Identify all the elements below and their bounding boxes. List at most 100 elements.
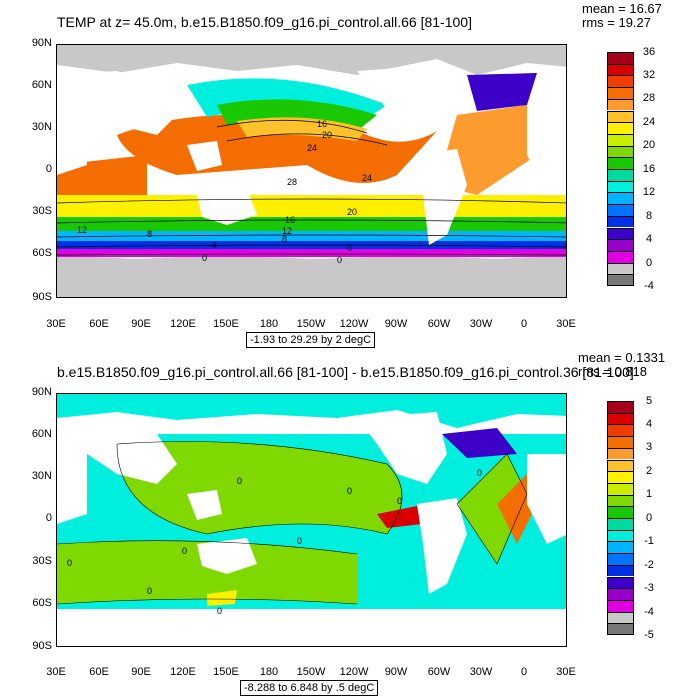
panel-2-lon-tick: 60E (89, 666, 109, 678)
panel-1-contour-label: 0 (337, 255, 342, 265)
panel-2-contour-label: 0 (182, 546, 187, 556)
colorbar-swatch (607, 459, 634, 472)
panel-2-contour-label: 0 (297, 536, 302, 546)
colorbar-swatch (607, 541, 634, 554)
panel-2-small-warm (207, 590, 237, 606)
colorbar-swatch (607, 576, 634, 589)
colorbar-swatch (607, 262, 634, 275)
panel-1-lat-tick: 90N (31, 37, 52, 49)
panel-2-pacific-positive (117, 441, 402, 534)
panel-2-africa (527, 454, 566, 544)
panel-2-lon-tick: 90W (384, 666, 408, 678)
panel-2-colorbar-label: 3 (645, 441, 653, 453)
panel-2-lon-tick: 30E (556, 666, 576, 678)
panel-1-mean: mean = 16.67 (582, 1, 662, 16)
panel-1-colorbar-label: 0 (645, 257, 653, 269)
colorbar-swatch (607, 623, 634, 635)
panel-2-map-svg: 0 0 0 0 0 0 0 0 0 (57, 394, 566, 646)
panel-1-lon-tick: 0 (520, 318, 528, 330)
colorbar-swatch (607, 145, 634, 158)
panel-1-contour-label: 20 (322, 130, 332, 140)
panel-1-colorbar-label: 8 (645, 210, 653, 222)
panel-2-lon-tick: 120E (170, 666, 196, 678)
panel-2-colorbar-label: -3 (644, 582, 654, 594)
panel-1-lat-tick: 30S (32, 205, 52, 217)
panel-1-contour-label: 8 (147, 229, 152, 239)
panel-1-lon-tick: 60W (427, 318, 451, 330)
panel-2-contour-label: 0 (397, 496, 402, 506)
panel-2-maritime-continent (187, 490, 222, 520)
panel-1-africa-west (57, 105, 87, 175)
panel-2-mean: mean = 0.1331 (578, 350, 666, 365)
panel-2-south-positive (57, 540, 357, 604)
panel-1-south-band-1 (57, 195, 566, 217)
panel-2-contours (57, 441, 528, 605)
panel-2-colorbar-label: 4 (645, 418, 653, 430)
panel-2-colorbar-labels: 5 4 3 2 1 0 -1 -2 -3 -4 -5 (637, 395, 661, 645)
colorbar-swatch (607, 529, 634, 542)
panel-1-contour-label: 16 (285, 215, 295, 225)
panel-2-north-america (357, 412, 447, 484)
panel-1-lon-tick: 120E (170, 318, 196, 330)
panel-1-contour-label: 4 (212, 240, 217, 250)
panel-1-arctic-mask (57, 45, 566, 75)
panel-1-colorbar-label: -4 (644, 280, 654, 292)
panel-1-colorbar-label: 12 (642, 186, 656, 198)
panel-2-contour-label: 0 (237, 476, 242, 486)
panel-1-lat-tick: 0 (45, 163, 52, 175)
panel-2-colorbar-label: -1 (644, 535, 654, 547)
panel-2-antarctic (57, 609, 566, 646)
panel-2-map: 0 0 0 0 0 0 0 0 0 (56, 393, 567, 647)
colorbar-swatch (607, 588, 634, 600)
panel-2-colorbar-label: 2 (645, 465, 653, 477)
panel-2-title: b.e15.B1850.f09_g16.pi_control.all.66 [8… (57, 364, 634, 380)
colorbar-swatch (607, 98, 634, 111)
panel-1-south-band-2 (57, 217, 566, 231)
colorbar-swatch (607, 157, 634, 169)
panel-1-contour-label-group: 16 20 24 28 24 20 16 12 12 8 8 4 0 0 0 (77, 119, 372, 265)
colorbar-swatch (607, 169, 634, 181)
panel-1-colorbar-label: 28 (642, 92, 656, 104)
panel-1-lat-tick: 60S (32, 247, 52, 259)
panel-2-eurasia (57, 420, 177, 484)
panel-1-contours (57, 119, 566, 256)
panel-2-eq-pacific-warm (377, 506, 422, 528)
colorbar-swatch (607, 506, 634, 518)
colorbar-swatch (607, 180, 634, 193)
colorbar-swatch (607, 599, 634, 612)
colorbar-swatch (607, 133, 634, 146)
panel-1-lon-tick: 90E (131, 318, 151, 330)
panel-1-contour-label: 0 (347, 243, 352, 253)
colorbar-swatch (607, 239, 634, 251)
panel-1-contour-label: 24 (307, 143, 317, 153)
colorbar-swatch (607, 122, 634, 134)
panel-1-lon-tick: 180 (259, 318, 279, 330)
panel-1-contour-label: 12 (77, 225, 87, 235)
panel-2-colorbar-label: -5 (644, 629, 654, 641)
panel-2-colorbar (607, 401, 634, 635)
colorbar-swatch (607, 611, 634, 624)
panel-1-lat-tick: 90S (32, 291, 52, 303)
colorbar-swatch (607, 564, 634, 577)
panel-1-contour-label: 28 (287, 177, 297, 187)
panel-2-colorbar-label: 5 (645, 395, 653, 407)
panel-2-south-america (417, 498, 467, 594)
colorbar-swatch (607, 63, 634, 76)
panel-1-africa (527, 105, 566, 195)
panel-2-lon-tick: 90E (131, 666, 151, 678)
colorbar-swatch (607, 436, 634, 448)
panel-2-colorbar-label: 1 (645, 488, 653, 500)
panel-2-contour-label: 0 (67, 558, 72, 568)
panel-2-lat-tick: 30N (31, 470, 52, 482)
panel-2-lon-tick: 150W (296, 666, 326, 678)
panel-2-lon-tick: 150E (213, 666, 239, 678)
panel-1-colorbar (607, 52, 634, 286)
panel-1-contour-label: 24 (362, 173, 372, 183)
panel-1-contour-label: 16 (317, 119, 327, 129)
colorbar-swatch (607, 227, 634, 240)
panel-1-title: TEMP at z= 45.0m, b.e15.B1850.f09_g16.pi… (57, 14, 472, 30)
panel-1-north-america (357, 65, 447, 135)
panel-2-lat-tick: 30S (32, 555, 52, 567)
panel-1-south-band-5 (57, 249, 566, 257)
panel-2-atlantic-positive (457, 454, 527, 564)
